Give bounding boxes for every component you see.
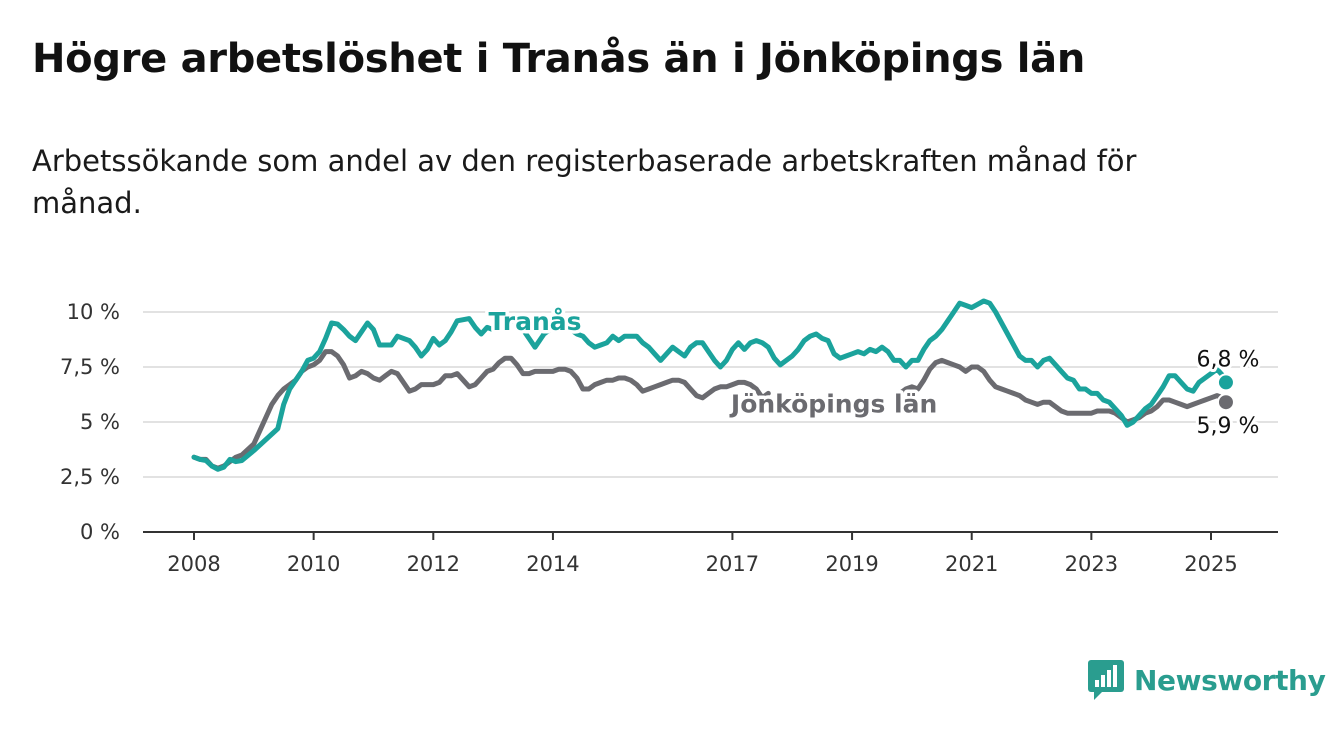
y-tick-label: 7,5 % bbox=[60, 355, 120, 379]
y-tick-label: 2,5 % bbox=[60, 465, 120, 489]
gridlines bbox=[143, 311, 1278, 478]
newsworthy-logo-icon bbox=[1088, 660, 1124, 700]
x-tick-label: 2017 bbox=[706, 552, 759, 576]
x-tick-label: 2023 bbox=[1065, 552, 1118, 576]
newsworthy-logo[interactable]: Newsworthy bbox=[1088, 660, 1326, 700]
series-labels: Tranås Jönköpings län 6,8 % 5,9 % bbox=[485, 303, 1262, 442]
x-tick-label: 2010 bbox=[287, 552, 340, 576]
x-tick-label: 2019 bbox=[825, 552, 878, 576]
chart-subtitle: Arbetssökande som andel av den registerb… bbox=[32, 144, 1137, 220]
chart-title: Högre arbetslöshet i Tranås än i Jönköpi… bbox=[32, 36, 1086, 82]
end-value-label: 5,9 % bbox=[1197, 414, 1260, 439]
series-lines bbox=[191, 298, 1229, 472]
series-line-jonkopings-lan bbox=[897, 357, 1229, 425]
y-tick-label: 0 % bbox=[80, 520, 120, 544]
brand-name: Newsworthy bbox=[1134, 663, 1326, 697]
end-value-label: 6,8 % bbox=[1197, 347, 1260, 372]
series-label: Jönköpings län bbox=[729, 389, 937, 418]
series-label: Tranås bbox=[488, 307, 581, 336]
x-tick-label: 2025 bbox=[1184, 552, 1237, 576]
x-tick-label: 2021 bbox=[945, 552, 998, 576]
end-point-marker bbox=[1216, 373, 1235, 392]
axes: 0 % 2,5 % 5 % 7,5 % 10 % 2008 2010 2012 2014 2017… bbox=[60, 300, 1278, 576]
y-tick-label: 5 % bbox=[80, 410, 120, 434]
end-point-marker bbox=[1216, 393, 1235, 412]
x-tick-label: 2012 bbox=[407, 552, 460, 576]
series-line-tranas bbox=[191, 298, 1229, 472]
y-tick-label: 10 % bbox=[67, 300, 120, 324]
x-tick-label: 2014 bbox=[526, 552, 579, 576]
line-chart: 0 % 2,5 % 5 % 7,5 % 10 % 2008 2010 2012 2014 2017… bbox=[60, 298, 1278, 576]
x-tick-label: 2008 bbox=[167, 552, 220, 576]
